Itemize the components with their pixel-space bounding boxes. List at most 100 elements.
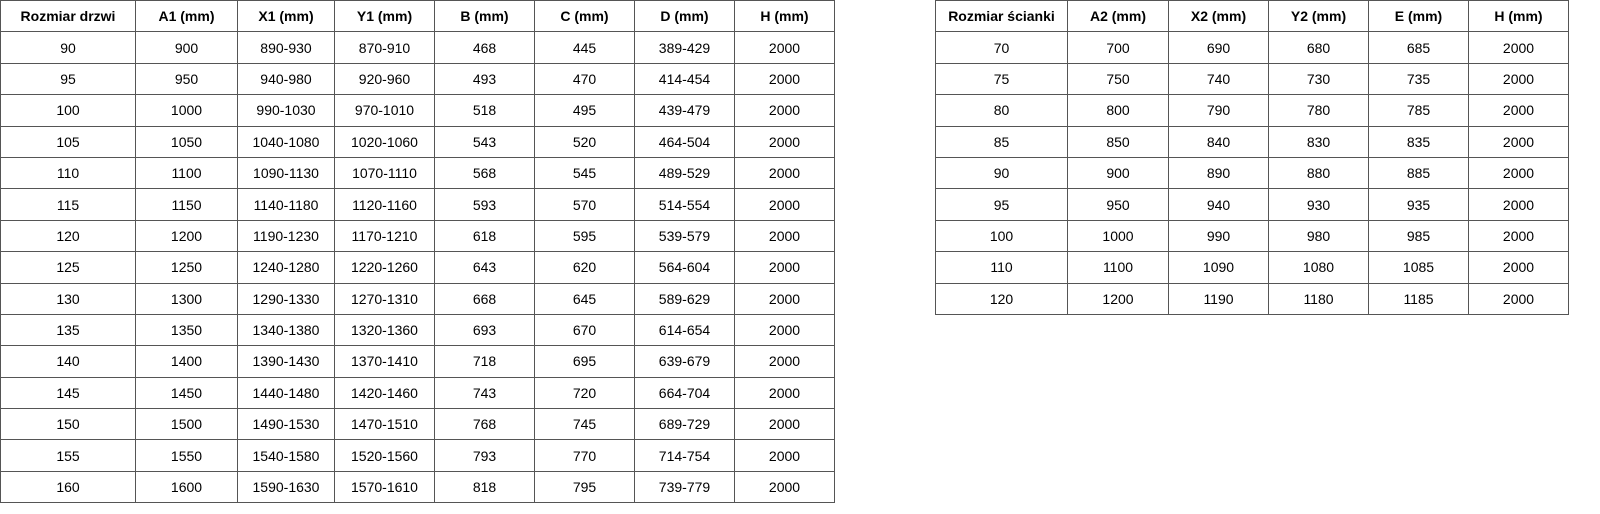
table-cell: 1300 [135, 282, 238, 315]
table-cell: 150 [0, 408, 136, 441]
column-header: Y1 (mm) [334, 0, 435, 33]
table-cell: 880 [1268, 156, 1369, 190]
table-cell: 1590-1630 [237, 470, 335, 504]
column-header: C (mm) [534, 0, 635, 33]
table-cell: 739-779 [634, 470, 735, 504]
table-cell: 668 [434, 282, 535, 315]
table-cell: 1500 [135, 408, 238, 441]
table-cell: 900 [1067, 156, 1169, 190]
table-cell: 885 [1368, 156, 1469, 190]
table-cell: 1080 [1268, 251, 1369, 284]
column-header: B (mm) [434, 0, 535, 33]
table-cell: 2000 [1468, 188, 1569, 221]
table-row: 130 1300 1290-1330 1270-1310 668 645 589-629 20… [0, 282, 835, 315]
table-row: 105 1050 1040-1080 1020-1060 543 520 464-504 20… [0, 125, 835, 158]
table-cell: 90 [935, 156, 1068, 190]
table-cell: 1570-1610 [334, 470, 435, 504]
table-cell: 543 [434, 125, 535, 158]
table-cell: 1340-1380 [237, 313, 335, 347]
table-cell: 95 [0, 62, 136, 96]
table-cell: 920-960 [334, 62, 435, 96]
table-cell: 2000 [1468, 94, 1569, 127]
table-row: 120 1200 1190 1180 1185 2000 [935, 282, 1569, 315]
table-cell: 2000 [734, 408, 835, 441]
table-cell: 520 [534, 125, 635, 158]
table-cell: 1050 [135, 125, 238, 158]
table-cell: 514-554 [634, 188, 735, 221]
table-cell: 785 [1368, 94, 1469, 127]
table-row: 100 1000 990-1030 970-1010 518 495 439-479 2000 [0, 94, 835, 127]
table-cell: 2000 [734, 313, 835, 347]
table-cell: 745 [534, 408, 635, 441]
table-cell: 2000 [734, 31, 835, 64]
table-cell: 1190-1230 [237, 219, 335, 253]
column-header: X1 (mm) [237, 0, 335, 33]
table-cell: 890 [1168, 156, 1269, 190]
table-cell: 120 [0, 219, 136, 253]
column-header: H (mm) [734, 0, 835, 33]
column-header: D (mm) [634, 0, 735, 33]
table-cell: 1320-1360 [334, 313, 435, 347]
table-cell: 1100 [135, 156, 238, 190]
table-cell: 793 [434, 439, 535, 472]
table-cell: 1450 [135, 376, 238, 410]
table-cell: 568 [434, 156, 535, 190]
table-cell: 990-1030 [237, 94, 335, 127]
table-row: 95 950 940 930 935 2000 [935, 188, 1569, 221]
table-cell: 70 [935, 31, 1068, 64]
table-cell: 439-479 [634, 94, 735, 127]
table-row: 150 1500 1490-1530 1470-1510 768 745 689-729 20… [0, 408, 835, 441]
table-row: 115 1150 1140-1180 1120-1160 593 570 514-554 20… [0, 188, 835, 221]
table-cell: 1020-1060 [334, 125, 435, 158]
table-cell: 2000 [734, 188, 835, 221]
table-cell: 100 [0, 94, 136, 127]
table-cell: 2000 [1468, 251, 1569, 284]
table-cell: 1350 [135, 313, 238, 347]
table-cell: 593 [434, 188, 535, 221]
table-cell: 1170-1210 [334, 219, 435, 253]
table-cell: 1140-1180 [237, 188, 335, 221]
table-cell: 743 [434, 376, 535, 410]
table-cell: 720 [534, 376, 635, 410]
table-cell: 768 [434, 408, 535, 441]
table-cell: 1120-1160 [334, 188, 435, 221]
wall-size-table: Rozmiar ścianki A2 (mm) X2 (mm) Y2 (mm) E (m… [935, 0, 1569, 315]
table-cell: 470 [534, 62, 635, 96]
table-cell: 940 [1168, 188, 1269, 221]
table-cell: 105 [0, 125, 136, 158]
table-row: 160 1600 1590-1630 1570-1610 818 795 739-779 20… [0, 470, 835, 504]
table-cell: 2000 [734, 94, 835, 127]
table-cell: 1400 [135, 345, 238, 378]
table-cell: 1070-1110 [334, 156, 435, 190]
table-cell: 2000 [1468, 62, 1569, 96]
table-row: 70 700 690 680 685 2000 [935, 31, 1569, 64]
table-cell: 518 [434, 94, 535, 127]
table-cell: 690 [1168, 31, 1269, 64]
table-cell: 468 [434, 31, 535, 64]
table-cell: 80 [935, 94, 1068, 127]
table-cell: 1190 [1168, 282, 1269, 315]
table-cell: 1090-1130 [237, 156, 335, 190]
table-cell: 564-604 [634, 251, 735, 284]
table-cell: 790 [1168, 94, 1269, 127]
table-cell: 1550 [135, 439, 238, 472]
table-row: 125 1250 1240-1280 1220-1260 643 620 564-604 20… [0, 251, 835, 284]
table-cell: 900 [135, 31, 238, 64]
table-cell: 840 [1168, 125, 1269, 158]
table-cell: 85 [935, 125, 1068, 158]
table-cell: 140 [0, 345, 136, 378]
table-cell: 735 [1368, 62, 1469, 96]
table-cell: 780 [1268, 94, 1369, 127]
table-cell: 700 [1067, 31, 1169, 64]
table-cell: 2000 [734, 125, 835, 158]
table-cell: 935 [1368, 188, 1469, 221]
table-row: 145 1450 1440-1480 1420-1460 743 720 664-704 20… [0, 376, 835, 410]
table-cell: 135 [0, 313, 136, 347]
column-header: X2 (mm) [1168, 0, 1269, 33]
table-cell: 1000 [1067, 219, 1169, 253]
table-cell: 130 [0, 282, 136, 315]
table-cell: 489-529 [634, 156, 735, 190]
table-cell: 689-729 [634, 408, 735, 441]
table-row: 90 900 890 880 885 2000 [935, 156, 1569, 190]
table-cell: 1180 [1268, 282, 1369, 315]
